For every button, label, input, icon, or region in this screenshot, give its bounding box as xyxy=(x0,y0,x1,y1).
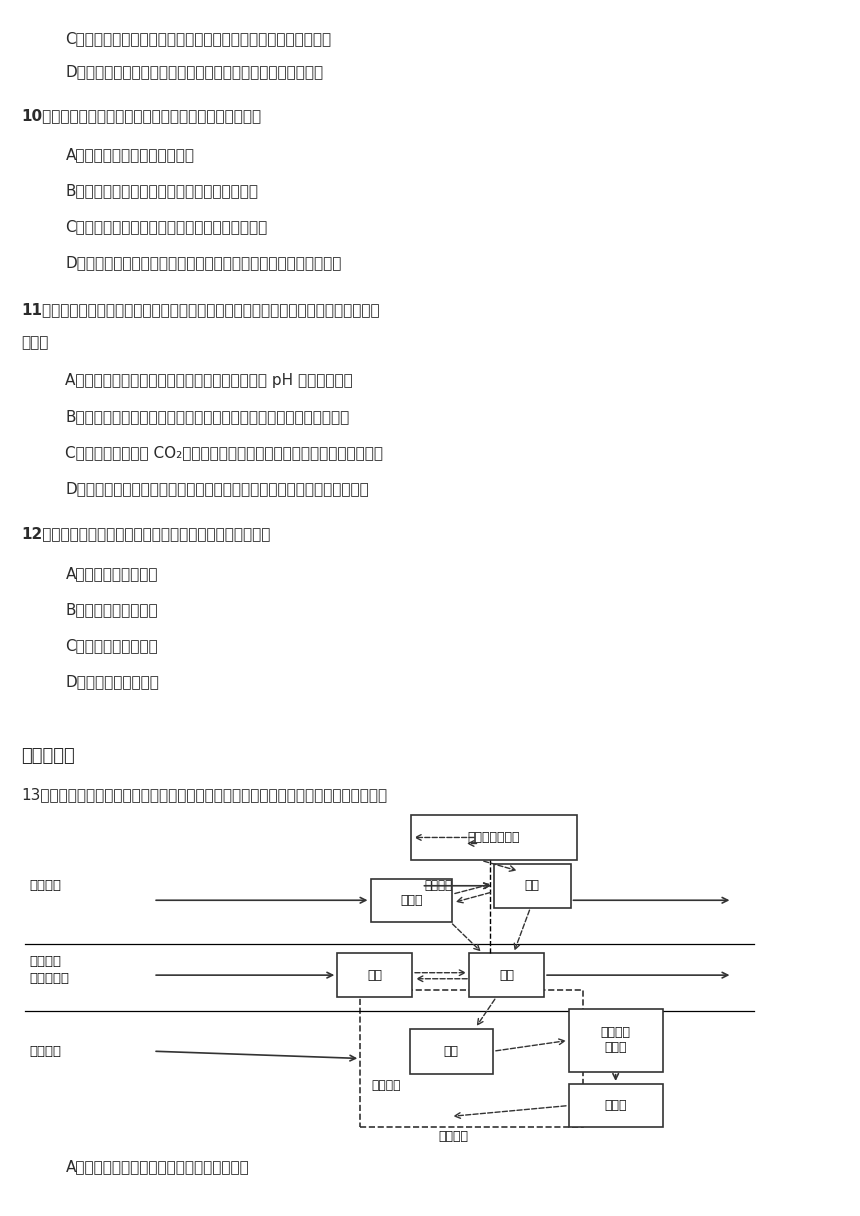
Text: 脊髓反射: 脊髓反射 xyxy=(371,1079,401,1092)
Text: 10．关于神经系统的组成，下列说法中不正确的是（　）: 10．关于神经系统的组成，下列说法中不正确的是（ ） xyxy=(22,108,261,123)
Text: C．外周神经系统中的脑神经不包括躯体运动神经: C．外周神经系统中的脑神经不包括躯体运动神经 xyxy=(65,219,267,235)
Text: D．大量出汗失钠，对细胞外液渗透压的影响大于对细胞内液渗透压的影响: D．大量出汗失钠，对细胞外液渗透压的影响大于对细胞内液渗透压的影响 xyxy=(65,482,369,496)
Text: B．脑干、脊髓、大脑: B．脑干、脊髓、大脑 xyxy=(65,602,158,617)
Bar xyxy=(411,815,577,861)
Text: C．运动时体液中的 CO₂浓度升高，刺激下丘脑中的呼吸中枢，使呼吸加快: C．运动时体液中的 CO₂浓度升高，刺激下丘脑中的呼吸中枢，使呼吸加快 xyxy=(65,445,384,460)
Bar xyxy=(360,990,583,1127)
Text: 丘脑: 丘脑 xyxy=(525,879,540,893)
Text: （　）: （ ） xyxy=(22,336,48,350)
Bar xyxy=(371,878,452,922)
Text: C．针刺手指皮肤后，兴奋到达脊髓中枢，经过分析综合产生痛觉: C．针刺手指皮肤后，兴奋到达脊髓中枢，经过分析综合产生痛觉 xyxy=(65,30,332,46)
Text: 姿势反射
手和眼运动: 姿势反射 手和眼运动 xyxy=(30,956,70,985)
Bar xyxy=(337,953,412,997)
Text: 基底核: 基底核 xyxy=(400,894,422,907)
Bar xyxy=(470,953,544,997)
Text: D．脑干、脊髓、小脑: D．脑干、脊髓、小脑 xyxy=(65,675,159,689)
Text: D．传入神经又称为感觉神经，将接受到的信息传递到中枢神经系统: D．传入神经又称为感觉神经，将接受到的信息传递到中枢神经系统 xyxy=(65,255,342,270)
Bar xyxy=(409,1029,493,1074)
Text: A．剧烈运动后出现肌肉酸痛是乳酸积累导致血浆 pH 显著下降所致: A．剧烈运动后出现肌肉酸痛是乳酸积累导致血浆 pH 显著下降所致 xyxy=(65,372,353,388)
Bar xyxy=(568,1009,662,1071)
Text: 脊髓反射: 脊髓反射 xyxy=(30,1045,62,1058)
Text: 二、多选题: 二、多选题 xyxy=(22,747,75,765)
Text: 随意运动: 随意运动 xyxy=(30,879,62,893)
Text: B．支配内脏器官的运动神经称为自主神经系统: B．支配内脏器官的运动神经称为自主神经系统 xyxy=(65,182,259,198)
Bar xyxy=(494,865,570,907)
Text: D．针刺取血时未出现缩手反射，与脊髓中枢内突触的抑制有关: D．针刺取血时未出现缩手反射，与脊髓中枢内突触的抑制有关 xyxy=(65,64,323,79)
Text: 肌肉收缩
和运动: 肌肉收缩 和运动 xyxy=(600,1026,630,1054)
Text: 11．某同学剧烈运动过程中出现了呼吸加快、出汗等生理变化，下列相关叙述正确的是: 11．某同学剧烈运动过程中出现了呼吸加快、出汗等生理变化，下列相关叙述正确的是 xyxy=(22,303,380,317)
Text: 脑干: 脑干 xyxy=(499,969,514,981)
Text: A．中枢神经系统包括脑和脊髓: A．中枢神经系统包括脑和脊髓 xyxy=(65,147,194,162)
Text: A．膝跳反射等简单反射的神经中枢位于脊髓: A．膝跳反射等简单反射的神经中枢位于脊髓 xyxy=(65,1159,249,1173)
Text: 感觉反馈: 感觉反馈 xyxy=(438,1131,468,1143)
Text: 大脑皮质运动区: 大脑皮质运动区 xyxy=(468,831,520,844)
Text: 12．完成呼吸、排尿、运动反射的神经中枢依次位于（　）: 12．完成呼吸、排尿、运动反射的神经中枢依次位于（ ） xyxy=(22,525,271,541)
Text: 13．如图为人体神经调节过程中高级中枢对运动的控制图。下列有关说法正确的是（　）: 13．如图为人体神经调节过程中高级中枢对运动的控制图。下列有关说法正确的是（ ） xyxy=(22,787,387,801)
Text: 运动指令: 运动指令 xyxy=(424,879,452,893)
Text: 感受器: 感受器 xyxy=(605,1099,627,1113)
Text: 脊髓: 脊髓 xyxy=(444,1045,458,1058)
Text: 小脑: 小脑 xyxy=(367,969,382,981)
Text: C．大脑、脊髓、小脑: C．大脑、脊髓、小脑 xyxy=(65,638,158,653)
Text: B．运动后可能会磨出水疱，与其他体液相比水疱中蛋白质的含量最高: B．运动后可能会磨出水疱，与其他体液相比水疱中蛋白质的含量最高 xyxy=(65,409,350,423)
Bar xyxy=(568,1083,662,1127)
Text: A．脊髓、小脑、大脑: A．脊髓、小脑、大脑 xyxy=(65,565,158,581)
